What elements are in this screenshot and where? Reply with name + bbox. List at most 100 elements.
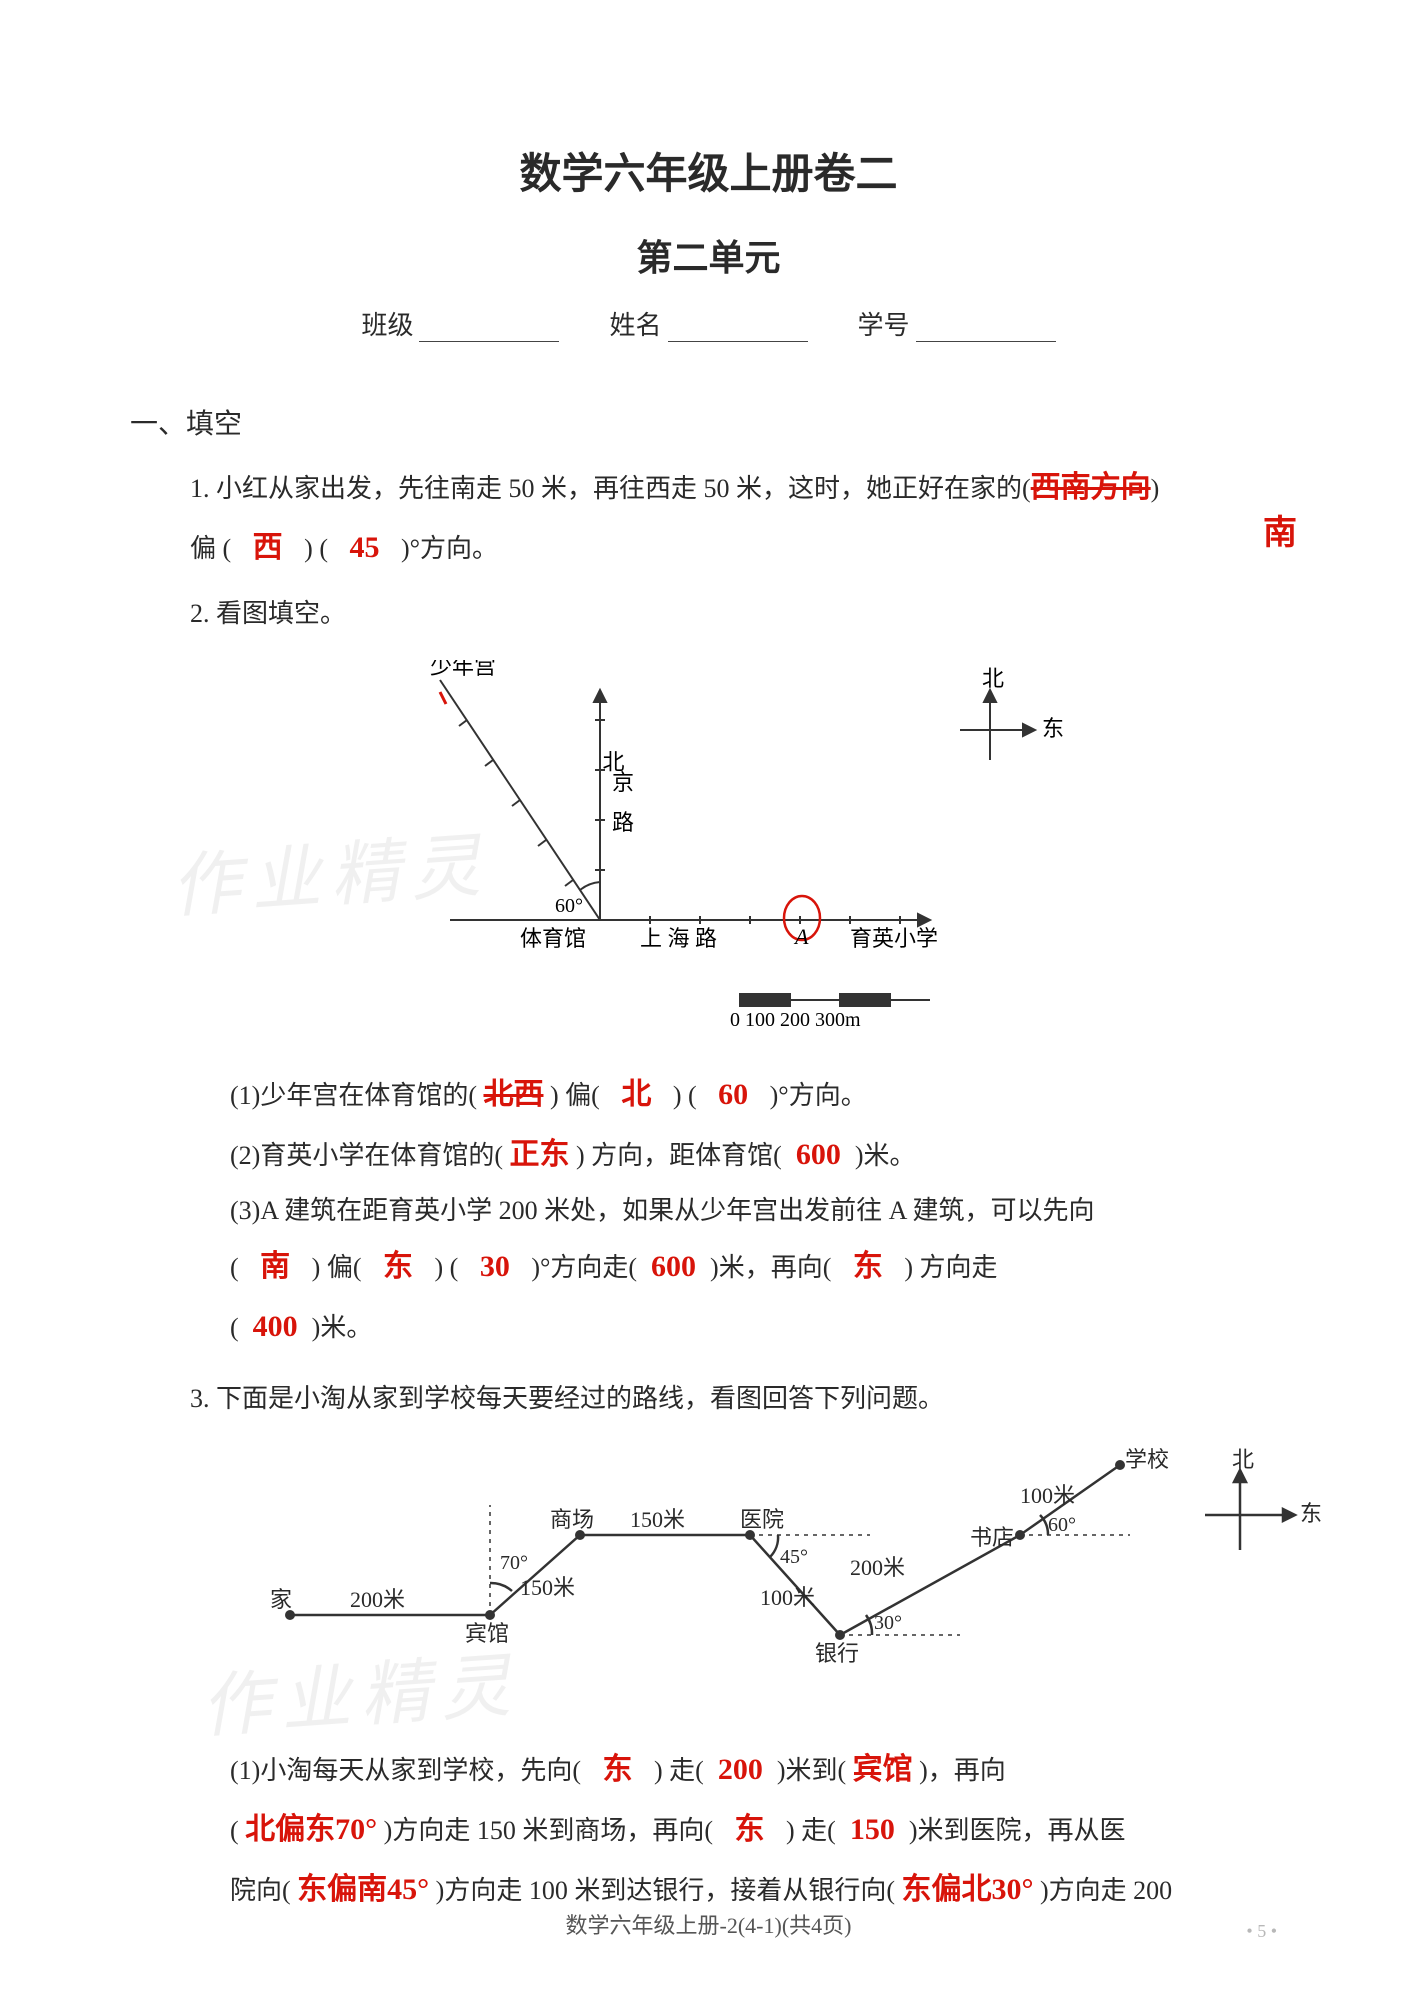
q1-ans1: 西 — [238, 518, 298, 578]
q2-1-mid1: ) 偏( — [550, 1081, 600, 1110]
d2-d150: 150米 — [520, 1575, 575, 1600]
d1-north: 北 — [982, 666, 1004, 691]
d1-yuying: 育英小学 — [850, 926, 938, 951]
d2-hospital: 医院 — [740, 1507, 784, 1532]
label-name: 姓名 — [609, 305, 661, 342]
q2-3-mid3: )°方向走( — [531, 1253, 637, 1282]
footer: 数学六年级上册-2(4-1)(共4页) — [0, 1908, 1417, 1940]
q3-1-mid8: )方向走 200 — [1040, 1876, 1172, 1905]
q3-1-mid4: )方向走 150 米到商场，再向( — [384, 1816, 713, 1845]
q2-1-end: )°方向。 — [770, 1081, 867, 1110]
q2-2-ans1: 正东 — [509, 1125, 569, 1185]
q3-1-mid5: ) 走( — [786, 1816, 836, 1845]
q3-1-mid6: )米到医院，再从医 — [909, 1816, 1126, 1845]
q2-3-mid2: ) ( — [435, 1253, 459, 1282]
q2-1-ans-strike: 北西 — [483, 1078, 543, 1111]
d1-east: 东 — [1042, 716, 1064, 741]
question-2-head: 2. 看图填空。 — [190, 588, 1287, 640]
q2-3-ans2: 东 — [368, 1237, 428, 1297]
q2-1: (1)少年宫在体育馆的( 北西 ) 偏( 北 ) ( 60 )°方向。 — [230, 1065, 1287, 1125]
q3-1-l2pre: ( — [230, 1816, 239, 1845]
info-line: 班级 姓名 学号 — [130, 305, 1287, 342]
q2-3-mid5: ) 方向走 — [904, 1253, 997, 1282]
section-1-head: 一、填空 — [130, 402, 1287, 442]
q3-1-mid7: )方向走 100 米到达银行，接着从银行向( — [436, 1876, 895, 1905]
q3-1-ans1: 东 — [587, 1740, 647, 1800]
d2-east: 东 — [1300, 1501, 1322, 1526]
label-class: 班级 — [361, 305, 413, 342]
d1-beijing3: 路 — [612, 810, 634, 835]
q2-3-mid1: ) 偏( — [312, 1253, 362, 1282]
q3-1-ans5: 东 — [720, 1800, 780, 1860]
d1-shanghai: 上 海 路 — [640, 926, 717, 951]
d2-d200: 200米 — [350, 1587, 405, 1612]
d2-d100b: 100米 — [1020, 1483, 1075, 1508]
d2-a30: 30° — [874, 1612, 902, 1634]
d2-school: 学校 — [1125, 1447, 1169, 1472]
q2-3-l3end: )米。 — [312, 1313, 373, 1342]
q3-1-l3pre: 院向( — [230, 1876, 291, 1905]
q3-1: (1)小淘每天从家到学校，先向( 东 ) 走( 200 )米到( 宾馆 )，再向… — [230, 1740, 1287, 1920]
q2-3-ans6: 400 — [245, 1297, 305, 1357]
q3-1-ans4: 北偏东70° — [245, 1800, 377, 1860]
label-sid: 学号 — [858, 305, 910, 342]
q1-mid1: ) ( — [304, 534, 328, 563]
q2-3-l2pre: ( — [230, 1253, 239, 1282]
d2-a60: 60° — [1048, 1514, 1076, 1536]
q2-1-pre: (1)少年宫在体育馆的( — [230, 1081, 477, 1110]
d2-a70: 70° — [500, 1552, 528, 1574]
q3-1-mid3: )，再向 — [919, 1756, 1006, 1785]
q2-2-end: )米。 — [855, 1141, 916, 1170]
q2-3-ans1: 南 — [245, 1237, 305, 1297]
d1-A: A — [793, 924, 809, 949]
blank-sid[interactable] — [916, 316, 1056, 342]
title-sub: 第二单元 — [130, 229, 1287, 281]
info-name: 姓名 — [609, 305, 807, 342]
d1-scale: 0 100 200 300m — [730, 1009, 861, 1031]
d2-mall: 商场 — [550, 1507, 594, 1532]
q3-1-ans3: 宾馆 — [853, 1740, 913, 1800]
q1-side-ans: 南 — [1263, 500, 1297, 568]
d1-tiyuguan: 体育馆 — [520, 926, 586, 951]
q2-3-l3pre: ( — [230, 1313, 239, 1342]
q2-3: (3)A 建筑在距育英小学 200 米处，如果从少年宫出发前往 A 建筑，可以先… — [230, 1185, 1287, 1357]
q2-3-mid4: )米，再向( — [710, 1253, 831, 1282]
info-sid: 学号 — [858, 305, 1056, 342]
d1-angle: 60° — [555, 895, 583, 917]
blank-name[interactable] — [668, 316, 808, 342]
q2-3-ans5: 东 — [838, 1237, 898, 1297]
q2-1-ans1b: 北 — [606, 1065, 666, 1125]
d2-d150b: 150米 — [630, 1507, 685, 1532]
q2-1-ans2: 60 — [703, 1065, 763, 1125]
diagram-2: 家 宾馆 商场 医院 银行 书店 学校 200米 150米 150米 100米 … — [250, 1445, 1330, 1715]
q2-2: (2)育英小学在体育馆的( 正东 ) 方向，距体育馆( 600 )米。 — [230, 1125, 1287, 1185]
q1-mid2: )°方向。 — [401, 534, 498, 563]
d2-a45: 45° — [780, 1546, 808, 1568]
q2-2-mid: ) 方向，距体育馆( — [576, 1141, 782, 1170]
q1-text-1: 1. 小红从家出发，先往南走 50 米，再往西走 50 米，这时，她正好在家的( — [190, 474, 1031, 503]
q2-3-ans3: 30 — [465, 1237, 525, 1297]
title-main: 数学六年级上册卷二 — [130, 140, 1287, 201]
q3-1-pre: (1)小淘每天从家到学校，先向( — [230, 1756, 581, 1785]
q3-1-ans2: 200 — [710, 1740, 770, 1800]
question-1: 1. 小红从家出发，先往南走 50 米，再往西走 50 米，这时，她正好在家的(… — [190, 458, 1287, 578]
q1-ans-strike: 西南方向 — [1031, 458, 1151, 518]
d2-d100: 100米 — [760, 1585, 815, 1610]
d1-shaoniangong: 少年宫 — [430, 660, 496, 679]
d2-home: 家 — [270, 1587, 292, 1612]
question-3-head: 3. 下面是小淘从家到学校每天要经过的路线，看图回答下列问题。 — [190, 1373, 1287, 1425]
q2-3-line1: (3)A 建筑在距育英小学 200 米处，如果从少年宫出发前往 A 建筑，可以先… — [230, 1196, 1095, 1225]
d2-hotel: 宾馆 — [465, 1621, 509, 1646]
q3-1-mid2: )米到( — [777, 1756, 846, 1785]
d1-beijing: 北 — [600, 750, 625, 772]
q2-2-pre: (2)育英小学在体育馆的( — [230, 1141, 503, 1170]
q1-paren: ) — [1151, 474, 1160, 503]
q1-ans2: 45 — [335, 518, 395, 578]
blank-class[interactable] — [419, 316, 559, 342]
q3-1-mid1: ) 走( — [654, 1756, 704, 1785]
info-class: 班级 — [361, 305, 559, 342]
d2-d200b: 200米 — [850, 1555, 905, 1580]
d1-beijing2: 京 — [612, 770, 634, 795]
d2-bank: 银行 — [815, 1641, 859, 1666]
q2-2-ans2: 600 — [788, 1125, 848, 1185]
